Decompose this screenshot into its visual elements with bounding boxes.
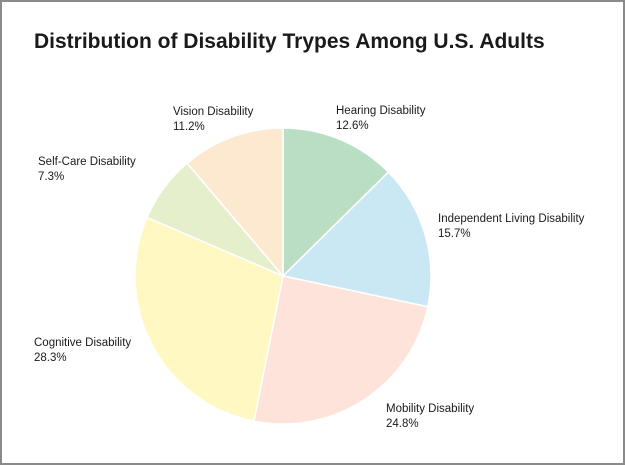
slice-label: Independent Living Disability <box>438 213 585 225</box>
slice-label: Hearing Disability <box>336 105 426 117</box>
pie-slice-hearing-disability <box>282 127 390 278</box>
pie-slices <box>134 127 432 425</box>
slice-value-label: 15.7% <box>438 228 471 240</box>
slice-label: Vision Disability <box>173 106 254 118</box>
slice-labels: Hearing Disability 12.6% Independent Livin… <box>34 105 585 430</box>
slice-value-label: 11.2% <box>173 121 205 133</box>
pie-slice-mobility-disability <box>252 275 429 425</box>
chart-title: Distribution of Disability Trypes Among … <box>34 30 545 53</box>
pie-slice-vision-disability <box>186 127 284 279</box>
slice-value-label: 7.3% <box>38 171 64 183</box>
slice-label: Cognitive Disability <box>34 337 131 349</box>
pie-slice-cognitive-disability <box>134 216 284 422</box>
slice-value-label: 28.3% <box>34 352 67 364</box>
pie-slice-independent-living-disability <box>281 171 432 308</box>
slice-value-label: 24.8% <box>386 418 419 430</box>
slice-label: Self-Care Disability <box>38 156 136 168</box>
slice-value-label: 12.6% <box>336 120 369 132</box>
slice-label: Mobility Disability <box>386 403 474 415</box>
